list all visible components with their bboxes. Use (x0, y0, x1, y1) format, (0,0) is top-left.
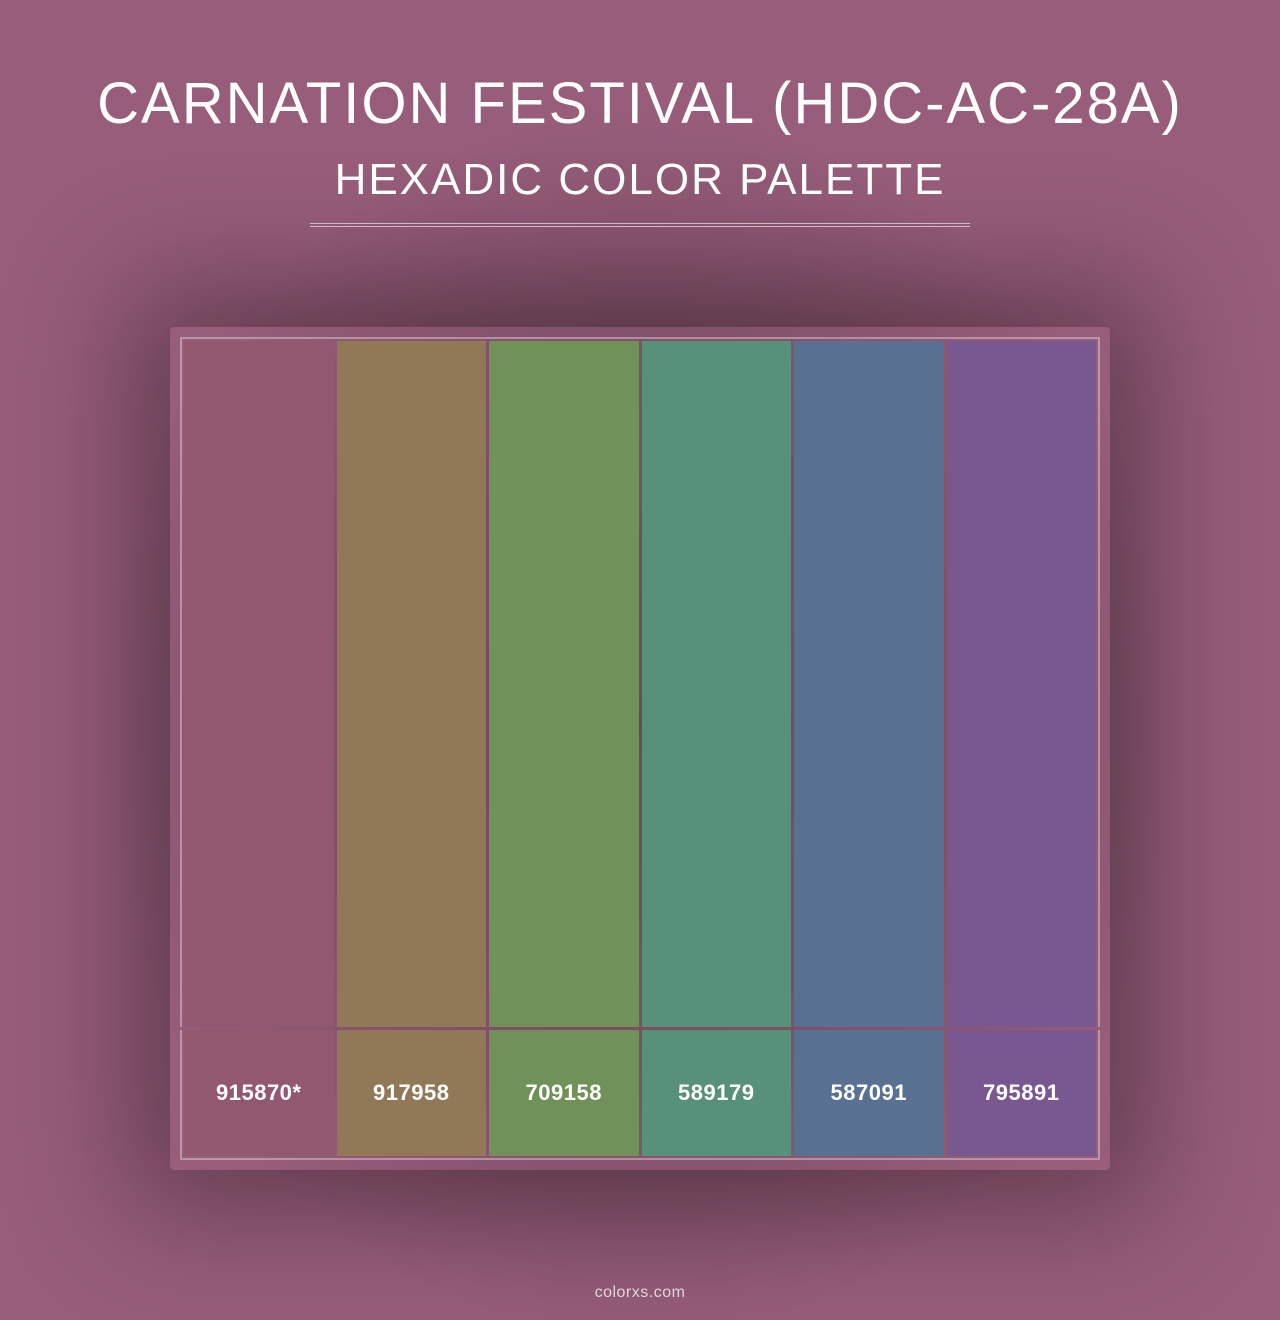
label-3: 589179 (642, 1030, 792, 1156)
label-text-2: 709158 (526, 1080, 602, 1106)
palette-wrapper: 915870* 917958 709158 589179 587091 7958… (180, 337, 1100, 1160)
swatch-3 (642, 341, 792, 1027)
swatch-2 (489, 341, 639, 1027)
label-0: 915870* (184, 1030, 334, 1156)
label-4: 587091 (794, 1030, 944, 1156)
swatch-row (180, 337, 1100, 1027)
divider (310, 223, 970, 227)
label-row: 915870* 917958 709158 589179 587091 7958… (180, 1030, 1100, 1160)
label-2: 709158 (489, 1030, 639, 1156)
swatch-5 (947, 341, 1097, 1027)
label-text-5: 795891 (983, 1080, 1059, 1106)
label-1: 917958 (337, 1030, 487, 1156)
label-text-1: 917958 (373, 1080, 449, 1106)
swatch-1 (337, 341, 487, 1027)
page-title: CARNATION FESTIVAL (HDC-AC-28A) (97, 70, 1183, 137)
label-text-4: 587091 (831, 1080, 907, 1106)
page-subtitle: HEXADIC COLOR PALETTE (335, 155, 946, 205)
page-container: CARNATION FESTIVAL (HDC-AC-28A) HEXADIC … (0, 0, 1280, 1320)
label-text-3: 589179 (678, 1080, 754, 1106)
label-text-0: 915870* (216, 1080, 301, 1106)
footer-attribution: colorxs.com (595, 1284, 686, 1302)
swatch-0 (184, 341, 334, 1027)
label-5: 795891 (947, 1030, 1097, 1156)
swatch-4 (794, 341, 944, 1027)
